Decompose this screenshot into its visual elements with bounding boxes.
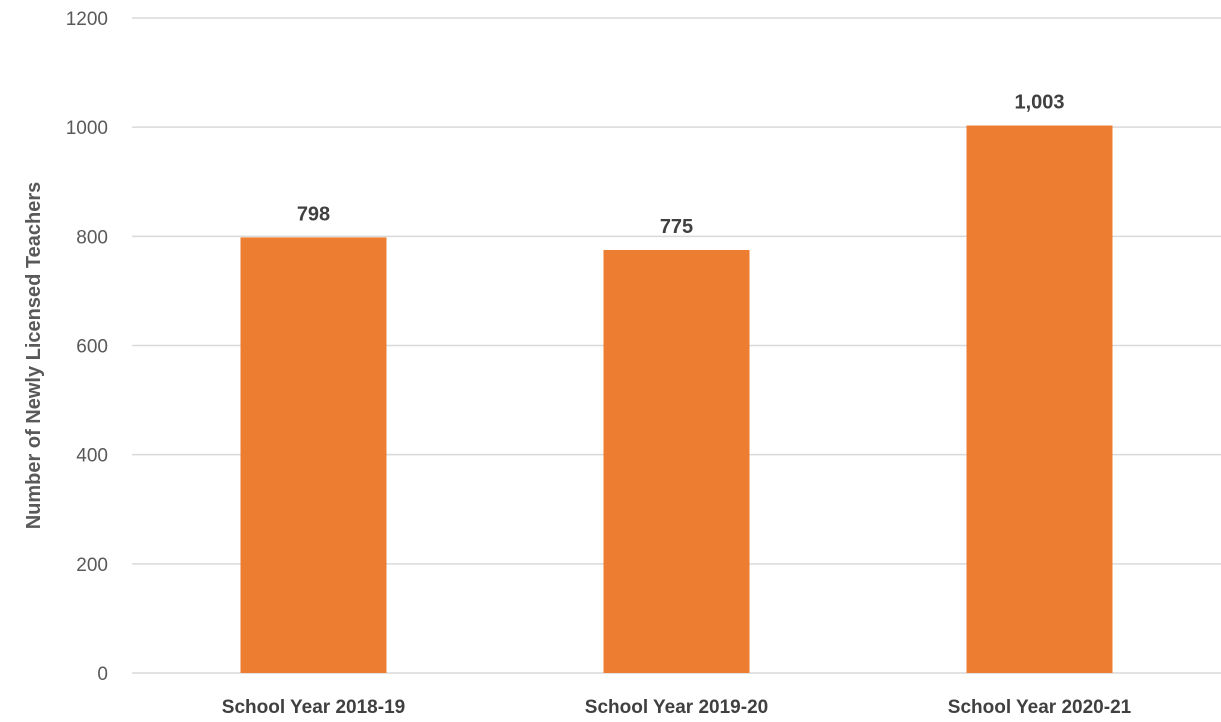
x-category-label-3: School Year 2020-21	[948, 697, 1132, 718]
x-category-label-1: School Year 2018-19	[222, 697, 405, 718]
y-tick-label: 1000	[66, 118, 108, 139]
y-axis-title: Number of Newly Licensed Teachers	[23, 182, 45, 530]
x-category-label-2: School Year 2019-20	[585, 697, 768, 718]
bar-2	[603, 249, 750, 673]
y-tick-label: 1200	[66, 9, 108, 30]
y-tick-label: 800	[76, 227, 108, 248]
y-tick-label: 400	[76, 446, 108, 467]
bar-1	[240, 237, 387, 674]
y-tick-label: 600	[76, 337, 108, 358]
data-labels: 798 775 1,003	[297, 92, 1065, 238]
x-axis-categories: School Year 2018-19 School Year 2019-20 Sc…	[222, 697, 1132, 718]
data-label-1: 798	[297, 203, 330, 225]
y-tick-label: 200	[76, 555, 108, 576]
y-axis-ticks: 0 200 400 600 800 1000 1200	[66, 9, 108, 685]
y-tick-label: 0	[97, 664, 108, 685]
data-label-2: 775	[660, 216, 693, 238]
data-label-3: 1,003	[1014, 92, 1064, 114]
bar-3	[966, 125, 1113, 673]
bars	[240, 125, 1113, 674]
